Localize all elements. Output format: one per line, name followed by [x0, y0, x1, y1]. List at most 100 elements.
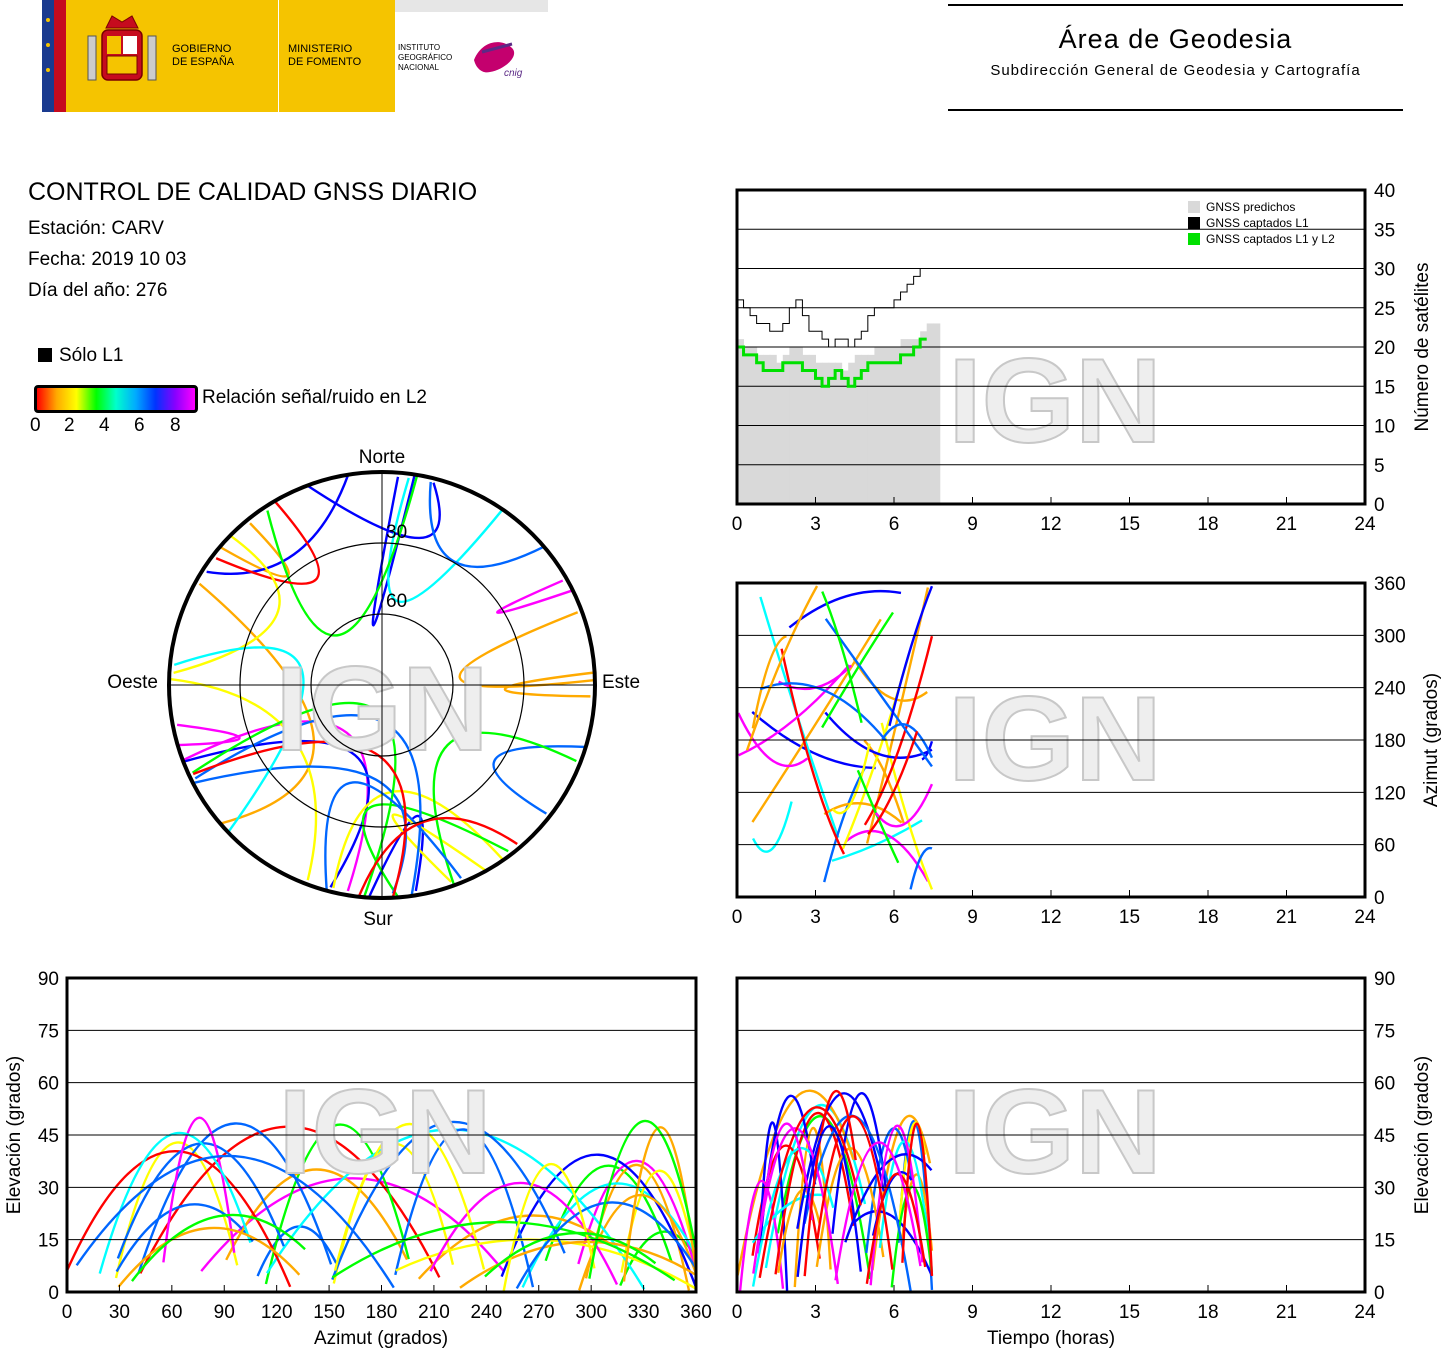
- ela-xtick-label: 90: [214, 1302, 235, 1323]
- azimuth-track: [821, 611, 894, 729]
- azimuth-track: [737, 712, 809, 768]
- sats-ytick-label: 5: [1374, 456, 1385, 477]
- azt-xtick-label: 9: [967, 907, 978, 928]
- skyplot: IGN Norte Sur Oeste Este 30 60: [107, 447, 640, 930]
- skyplot-track: [192, 740, 407, 899]
- predicted-bar: [808, 354, 816, 504]
- predicted-bar: [926, 323, 934, 504]
- predicted-bar: [756, 354, 764, 504]
- gobierno-line-2: DE ESPAÑA: [172, 55, 235, 68]
- azimuth-track: [824, 711, 933, 759]
- skyplot-track: [192, 765, 408, 894]
- instituto-line-2: GEOGRÁFICO: [398, 53, 452, 62]
- elevation-azimuth-grid: [67, 1029, 696, 1241]
- elevation-azimuth-chart: IGN 0 15 30 45 60 75 90 0 30 60 90 120 150 180 210 240 2…: [4, 969, 712, 1349]
- ela-ytick-label: 0: [48, 1283, 59, 1304]
- instituto-line-3: NACIONAL: [398, 63, 439, 72]
- snr-legend: Sólo L1 Relación señal/ruido en L2 0 2 4…: [30, 345, 500, 440]
- elt-ytick-label: 75: [1374, 1021, 1395, 1042]
- elevation-time-track: [796, 1125, 862, 1278]
- skyplot-track: [206, 474, 350, 575]
- azt-xtick-label: 15: [1119, 907, 1140, 928]
- ela-xtick-label: 180: [366, 1302, 398, 1323]
- legend-l1l2: GNSS captados L1 y L2: [1206, 232, 1335, 246]
- snr-tick-0: 0: [30, 415, 41, 436]
- elevation-time-track: [844, 1153, 933, 1243]
- predicted-bar: [828, 362, 836, 504]
- elevation-azimuth-track: [333, 1122, 486, 1271]
- sats-ytick-label: 35: [1374, 220, 1395, 241]
- ela-ytick-label: 45: [38, 1126, 59, 1147]
- azimuth-track: [856, 769, 900, 864]
- elt-xtick-label: 15: [1119, 1302, 1140, 1323]
- skyplot-track: [173, 646, 305, 833]
- sats-xtick-label: 12: [1040, 514, 1061, 535]
- ela-xtick-label: 360: [680, 1302, 712, 1323]
- sats-ytick-label: 30: [1374, 260, 1395, 281]
- elevation-time-ticks: 0 15 30 45 60 75 90 0 3 6 9 12 15 18 21 24: [732, 969, 1395, 1323]
- elevation-azimuth-track: [331, 1220, 676, 1282]
- azt-ytick-label: 120: [1374, 783, 1406, 804]
- elt-ytick-label: 60: [1374, 1074, 1395, 1095]
- skyplot-track: [266, 474, 419, 637]
- satellites-grid: [737, 228, 1365, 466]
- azt-xtick-label: 6: [889, 907, 900, 928]
- instituto-line-1: INSTITUTO: [398, 43, 440, 52]
- predicted-bar: [763, 354, 771, 504]
- azimuth-time-ticks: 0 60 120 180 240 300 360 0 3 6 9 12 15 18 21 24: [732, 574, 1406, 928]
- area-title: Área de Geodesia: [1058, 24, 1293, 54]
- skyplot-track: [496, 579, 574, 614]
- azimuth-track: [823, 802, 903, 824]
- satellites-legend: GNSS predichos GNSS captados L1 GNSS cap…: [1188, 200, 1335, 246]
- azimuth-track: [831, 743, 871, 815]
- legend-swatch-l1: [1188, 217, 1200, 229]
- satellites-ticks: 0 5 10 15 20 25 30 35 40 0 3 6 9 12 15 18 21 24: [732, 181, 1395, 535]
- predicted-bar: [737, 339, 745, 504]
- satellites-ylabel: Número de satélites: [1412, 263, 1433, 432]
- sats-xtick-label: 0: [732, 514, 743, 535]
- elt-xtick-label: 9: [967, 1302, 978, 1323]
- ring-label-30: 30: [386, 522, 407, 543]
- azimuth-track: [874, 783, 934, 828]
- skyplot-track: [432, 731, 577, 886]
- snr-tick-2: 2: [64, 415, 75, 436]
- ring-label-60: 60: [386, 591, 407, 612]
- elt-ytick-label: 45: [1374, 1126, 1395, 1147]
- predicted-bar: [913, 339, 921, 504]
- azimuth-track: [863, 635, 934, 826]
- azimuth-time-chart: IGN 0 60 120 180 240 300 360 0 3 6 9 12 15 18 21 24 Azi…: [732, 574, 1442, 928]
- watermark-satellites: IGN: [948, 334, 1161, 468]
- elevation-time-track: [751, 1146, 835, 1287]
- snr-label: Relación señal/ruido en L2: [202, 387, 427, 408]
- elt-ytick-label: 30: [1374, 1178, 1395, 1199]
- sats-ytick-label: 15: [1374, 377, 1395, 398]
- elevation-azimuth-track: [137, 1122, 333, 1274]
- predicted-bar: [854, 354, 862, 504]
- azt-xtick-label: 21: [1276, 907, 1297, 928]
- ela-xtick-label: 120: [261, 1302, 293, 1323]
- elevation-time-track: [865, 1172, 927, 1284]
- azt-ytick-label: 0: [1374, 888, 1385, 909]
- header-logo: GOBIERNO DE ESPAÑA MINISTERIO DE FOMENTO…: [42, 0, 548, 114]
- azimuth-track: [880, 722, 934, 890]
- doy-label: Día del año: 276: [28, 280, 168, 301]
- azimuth-track: [909, 846, 933, 890]
- ela-xtick-label: 210: [418, 1302, 450, 1323]
- ela-xtick-label: 150: [313, 1302, 345, 1323]
- azimuth-track: [751, 711, 876, 770]
- elevation-azimuth-track: [115, 1203, 254, 1273]
- elevation-time-track: [834, 1141, 922, 1281]
- elevation-azimuth-track: [75, 1154, 395, 1289]
- ministerio-line-2: DE FOMENTO: [288, 56, 362, 68]
- horizon-circle: [167, 470, 597, 900]
- azimuth-track: [867, 730, 919, 835]
- skyplot-track: [306, 482, 441, 540]
- predicted-bars: [737, 323, 941, 504]
- cnig-logo-icon: cnig: [474, 42, 523, 79]
- predicted-bar: [933, 323, 941, 504]
- skyplot-track: [194, 714, 422, 897]
- elevation-azimuth-track: [256, 1225, 338, 1277]
- government-logo: GOBIERNO DE ESPAÑA MINISTERIO DE FOMENTO…: [42, 0, 548, 112]
- header-rule-bottom: [948, 109, 1403, 111]
- series-l1-line: [737, 268, 927, 348]
